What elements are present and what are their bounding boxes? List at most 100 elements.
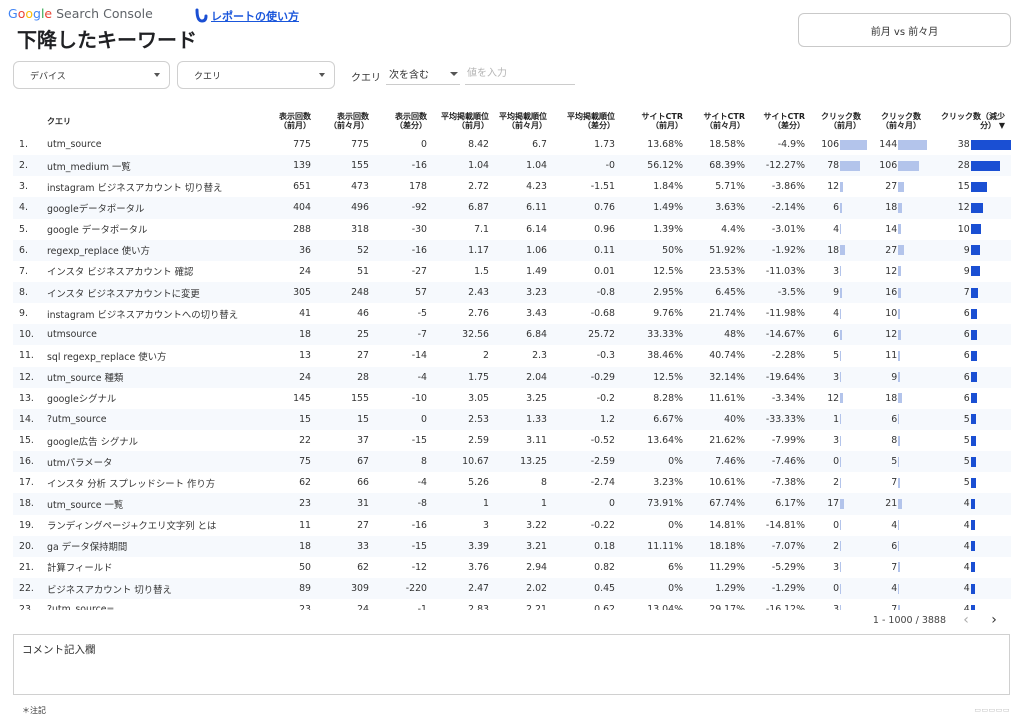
cell-imp_d: -92 <box>411 202 427 214</box>
cell-ctr_pp: 6.45% <box>715 287 745 299</box>
bar-value: 6 <box>963 308 970 320</box>
cell-pos_p: 2.72 <box>468 181 489 193</box>
bar-value: 0 <box>833 583 840 595</box>
cell-pos_pp: 6.14 <box>526 223 547 235</box>
cell-clk_dec: 28 <box>927 155 1011 176</box>
filter-operator-select[interactable]: 次を含む <box>386 63 460 85</box>
table-row[interactable]: 11. sql regexp_replace 使い方 13 27 -14 2 2.3 -0.3… <box>13 345 1011 366</box>
cell-ctr_p: 0% <box>668 519 683 531</box>
bar-fill <box>970 372 978 383</box>
date-compare-selector[interactable]: 前月 vs 前々月 <box>798 13 1011 47</box>
column-header[interactable]: 表示回数 （前月） <box>255 108 317 134</box>
table-row[interactable]: 20. ga データ保持期間 18 33 -15 3.39 3.21 0.18 11.11% 18… <box>13 535 1011 557</box>
table-row[interactable]: 21. 計算フィールド 50 62 -12 3.76 2.94 0.82 6% 11.29% -5.… <box>13 557 1011 578</box>
bar-track <box>840 266 867 277</box>
table-row[interactable]: 17. インスタ 分析 スプレッドシート 作り方 62 66 -4 5.26 8 -2.74 3… <box>13 472 1011 493</box>
cell-clk_pp: 10 <box>867 303 927 324</box>
table-row[interactable]: 6. regexp_replace 使い方 36 52 -16 1.17 1.06 0.11 5… <box>13 239 1011 261</box>
column-header[interactable]: 表示回数 （差分） <box>375 108 433 134</box>
filter-value-input[interactable] <box>465 63 575 85</box>
cell-imp_pp: 775 <box>351 139 369 151</box>
cell-clk_pp: 5 <box>867 451 927 472</box>
table-row[interactable]: 19. ランディングページ+クエリ文字列 とは 11 27 -16 3 3.22 -0.22 0… <box>13 515 1011 536</box>
column-header[interactable]: サイトCTR （前月） <box>621 108 689 134</box>
table-row[interactable]: 1. utm_source 775 775 0 8.42 6.7 1.73 13.68% 18.5… <box>13 134 1011 155</box>
bar-track <box>970 435 1011 446</box>
cell-idx: 2. <box>19 160 28 172</box>
pagination-range: 1 - 1000 / 3888 <box>872 614 946 626</box>
table-row[interactable]: 9. instagram ビジネスアカウントへの切り替え 41 46 -5 2.76 3.4… <box>13 303 1011 324</box>
help-link[interactable]: レポートの使い方 <box>194 8 299 24</box>
column-header[interactable]: サイトCTR （前々月） <box>689 108 751 134</box>
table-row[interactable]: 14. ?utm_source 15 15 0 2.53 1.33 1.2 6.67% 40% -3… <box>13 408 1011 430</box>
cell-imp_d: -16 <box>411 244 427 256</box>
column-header[interactable]: クリック数 （前月） <box>811 108 867 134</box>
bar-fill <box>898 160 920 171</box>
column-header[interactable]: 表示回数 （前々月） <box>317 108 375 134</box>
bar-track <box>840 498 867 509</box>
column-header[interactable]: サイトCTR （差分） <box>751 108 811 134</box>
cell-clk_pp: 11 <box>867 345 927 366</box>
bar-value: 18 <box>827 244 840 256</box>
table-row[interactable]: 4. googleデータポータル 404 496 -92 6.87 6.11 0.76 1.49… <box>13 197 1011 219</box>
table-row[interactable]: 5. google データポータル 288 318 -30 7.1 6.14 0.96 1.39… <box>13 219 1011 240</box>
bar-value: 7 <box>891 477 898 489</box>
table-row[interactable]: 16. utmパラメータ 75 67 8 10.67 13.25 -2.59 0% 7.46% -7… <box>13 451 1011 473</box>
bar-fill <box>840 308 842 319</box>
cell-pos_pp: 1.33 <box>526 413 547 425</box>
comment-box[interactable]: コメント記入欄 <box>13 634 1010 695</box>
table-row[interactable]: 13. googleシグナル 145 155 -10 3.05 3.25 -0.2 8.28% 1… <box>13 388 1011 409</box>
cell-ctr_d: -14.67% <box>765 329 805 341</box>
bar-fill <box>970 604 975 610</box>
column-header[interactable]: 平均掲載順位 （差分） <box>553 108 621 134</box>
column-header[interactable]: 平均掲載順位 （前々月） <box>495 108 553 134</box>
cell-idx: 12. <box>19 371 34 383</box>
table-row[interactable]: 15. google広告 シグナル 22 37 -15 2.59 3.11 -0.52 13.6… <box>13 430 1011 451</box>
cell-clk_p: 3 <box>811 261 867 282</box>
cell-pos_p: 1.17 <box>468 244 489 256</box>
cell-ctr_d: -3.01% <box>771 223 805 235</box>
prev-page-icon[interactable]: ‹ <box>963 612 969 628</box>
table-row[interactable]: 18. utm_source 一覧 23 31 -8 1 1 0 73.91% 67.74% 6.1… <box>13 493 1011 515</box>
table-row[interactable]: 10. utmsource 18 25 -7 32.56 6.84 25.72 33.33% 48… <box>13 324 1011 346</box>
cell-clk_p: 0 <box>811 578 867 599</box>
cell-imp_pp: 27 <box>357 350 369 362</box>
bar-fill <box>840 202 842 213</box>
column-header[interactable] <box>13 108 43 134</box>
bar-value: 12 <box>827 392 840 404</box>
bar-value: 1 <box>833 413 840 425</box>
table-row[interactable]: 3. instagram ビジネスアカウント 切り替え 651 473 178 2.72 4… <box>13 176 1011 197</box>
cell-q: instagram ビジネスアカウント 切り替え <box>47 182 223 194</box>
table-row[interactable]: 2. utm_medium 一覧 139 155 -16 1.04 1.04 -0 56.12%… <box>13 155 1011 177</box>
bar-track <box>898 520 927 531</box>
table-row[interactable]: 22. ビジネスアカウント 切り替え 89 309 -220 2.47 2.02 0.45 0%… <box>13 577 1011 600</box>
table-row[interactable]: 23. ?utm_source= 23 24 -1 2.83 2.21 0.62 13.04% 2… <box>13 599 1011 610</box>
cell-ctr_pp: 11.61% <box>709 392 745 404</box>
cell-q: インスタ 分析 スプレッドシート 作り方 <box>47 478 216 490</box>
column-header[interactable]: クエリ <box>43 108 255 134</box>
column-header[interactable]: 平均掲載順位 （前月） <box>433 108 495 134</box>
cell-ctr_d: -14.81% <box>765 519 805 531</box>
column-header[interactable]: クリック数（減少 分） ▼ <box>927 108 1011 134</box>
column-header-line2: （前月） <box>829 121 861 130</box>
bar-track <box>898 477 927 488</box>
query-dropdown[interactable]: クエリ <box>177 61 335 89</box>
column-header[interactable]: クリック数 （前々月） <box>867 108 927 134</box>
cell-imp_d: 57 <box>415 287 427 299</box>
caret-down-icon <box>450 72 458 76</box>
cell-clk_dec: 12 <box>927 197 1011 218</box>
table-row[interactable]: 12. utm_source 種類 24 28 -4 1.75 2.04 -0.29 12.5%… <box>13 366 1011 388</box>
next-page-icon[interactable]: › <box>991 612 997 628</box>
table-row[interactable]: 7. インスタ ビジネスアカウント 確認 24 51 -27 1.5 1.49 0.01 12.… <box>13 261 1011 282</box>
cell-clk_p: 6 <box>811 324 867 345</box>
bar-fill <box>840 181 844 192</box>
cell-imp_d: -30 <box>411 223 427 235</box>
cell-idx: 4. <box>19 202 28 214</box>
column-header-line2: （差分） <box>583 121 615 130</box>
device-dropdown[interactable]: デバイス <box>13 61 170 89</box>
bar-value: 0 <box>833 456 840 468</box>
footnote: ＊注記 <box>22 706 46 715</box>
table-row[interactable]: 8. インスタ ビジネスアカウントに変更 305 248 57 2.43 3.23 -0.8 2… <box>13 281 1011 304</box>
bar-value: 12 <box>885 329 898 341</box>
cell-imp_pp: 27 <box>357 519 369 531</box>
